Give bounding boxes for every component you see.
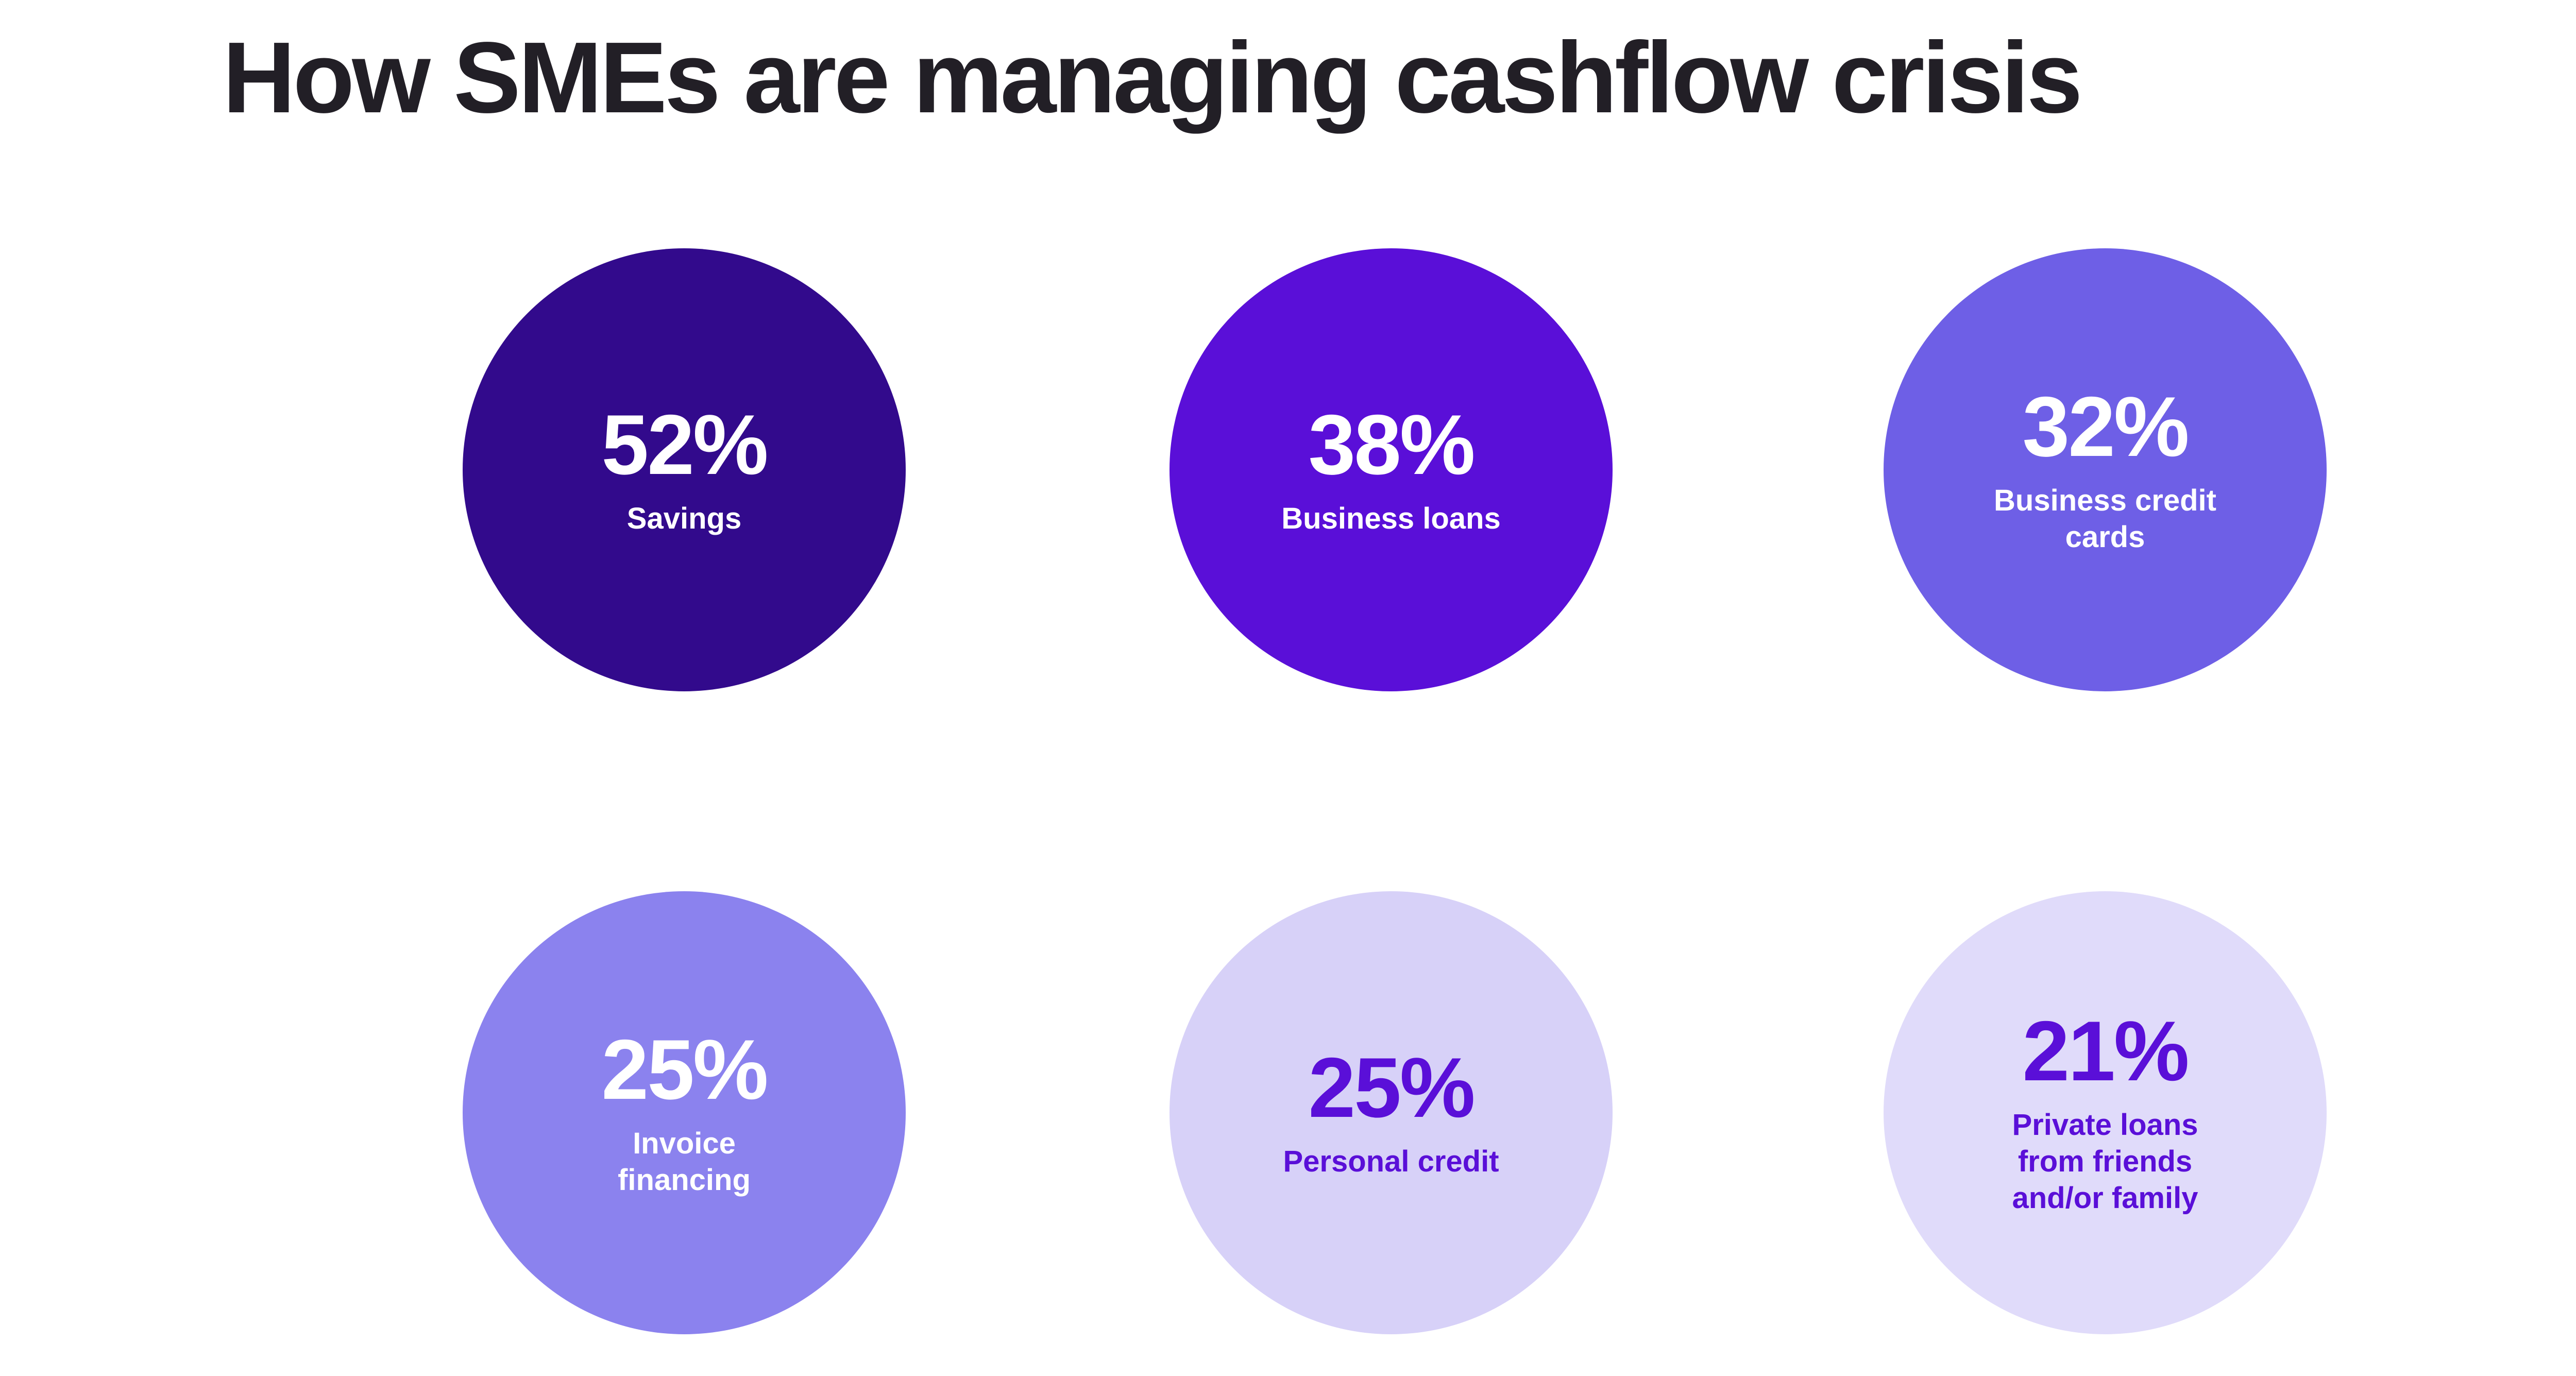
stat-value: 38% [1308,397,1475,492]
stat-circle-business-loans: 38% Business loans [1170,248,1613,691]
stat-label: Business credit cards [1994,483,2216,554]
stat-circle-private-loans: 21% Private loans from friends and/or fa… [1884,891,2327,1334]
stat-circle-personal-credit: 25% Personal credit [1170,891,1613,1334]
stat-value: 21% [2022,1004,2189,1099]
stat-label: Private loans from friends and/or family [2012,1108,2198,1215]
stat-circle-business-credit-cards: 32% Business credit cards [1884,248,2327,691]
stat-value: 25% [601,1022,768,1117]
stat-label: Invoice financing [618,1126,751,1197]
stat-label: Savings [626,502,742,536]
stat-value: 52% [601,397,768,492]
stat-value: 25% [1308,1040,1475,1135]
stat-label: Business loans [1281,502,1501,536]
stat-circle-invoice-financing: 25% Invoice financing [463,891,906,1334]
stat-label: Personal credit [1283,1145,1499,1179]
stat-circle-savings: 52% Savings [463,248,906,691]
stat-value: 32% [2022,379,2189,474]
page-title: How SMEs are managing cashflow crisis [223,21,2083,134]
